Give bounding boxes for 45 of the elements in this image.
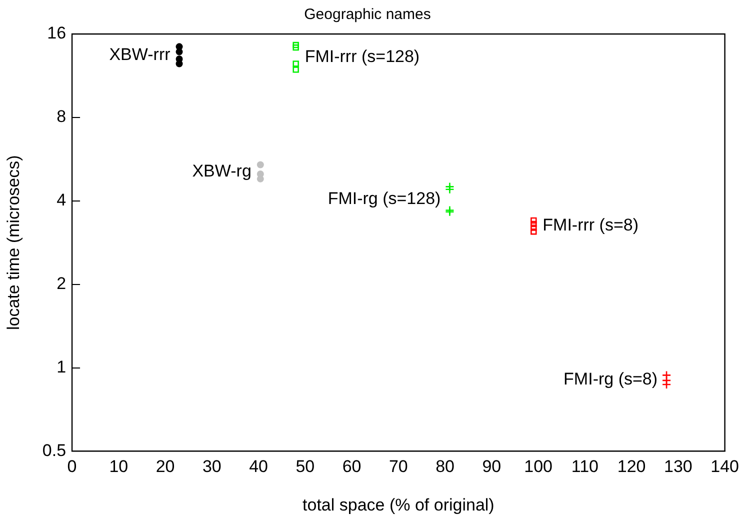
x-axis-title: total space (% of original) xyxy=(302,495,494,514)
point xyxy=(530,220,537,228)
point xyxy=(445,207,454,217)
point xyxy=(445,206,454,215)
x-tick-label: 30 xyxy=(202,457,222,476)
point xyxy=(256,161,264,168)
series-label: FMI-rrr (s=8) xyxy=(542,216,638,235)
point xyxy=(530,228,537,235)
x-tick-label: 90 xyxy=(482,457,502,476)
series-label: XBW-rg xyxy=(192,162,252,181)
point xyxy=(530,224,537,231)
point xyxy=(176,48,183,56)
point xyxy=(292,42,299,48)
x-tick-label: 100 xyxy=(524,457,552,476)
series-label: FMI-rrr (s=128) xyxy=(304,47,420,66)
series-label: FMI-rg (s=128) xyxy=(328,188,441,208)
series-label: FMI-rg (s=8) xyxy=(564,370,658,389)
y-tick-label: 0.5 xyxy=(42,440,66,460)
x-tick-label: 80 xyxy=(436,457,455,476)
x-tick-label: 60 xyxy=(342,457,362,476)
x-tick-label: 0 xyxy=(67,457,77,476)
point xyxy=(292,66,299,73)
point xyxy=(292,44,299,51)
y-tick-label: 1 xyxy=(56,357,66,376)
x-tick-label: 130 xyxy=(664,457,692,476)
series-label: XBW-rrr xyxy=(109,44,171,64)
y-tick-label: 2 xyxy=(56,274,66,294)
y-tick-label: 16 xyxy=(47,24,66,43)
y-tick-label: 4 xyxy=(56,190,66,210)
point xyxy=(292,60,299,67)
x-tick-label: 70 xyxy=(388,457,408,476)
x-tick-label: 140 xyxy=(710,457,740,476)
point xyxy=(176,60,183,68)
y-tick-label: 8 xyxy=(56,107,66,126)
point xyxy=(662,380,672,390)
point xyxy=(445,184,454,194)
x-tick-label: 50 xyxy=(296,457,315,476)
x-tick-label: 120 xyxy=(617,457,646,476)
x-tick-label: 20 xyxy=(156,457,175,476)
y-axis-title: locate time (microsecs) xyxy=(4,155,23,330)
chart-title: Geographic names xyxy=(304,6,431,24)
x-tick-label: 40 xyxy=(249,457,268,476)
x-tick-label: 110 xyxy=(571,457,598,476)
x-tick-label: 10 xyxy=(109,457,128,476)
point xyxy=(530,217,537,224)
